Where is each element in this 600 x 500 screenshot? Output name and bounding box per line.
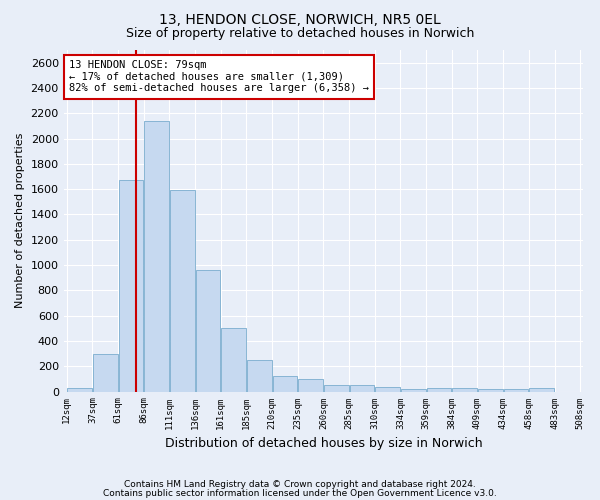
Bar	[221, 328, 246, 392]
Bar	[401, 389, 425, 392]
Bar	[272, 376, 297, 392]
Text: 13 HENDON CLOSE: 79sqm
← 17% of detached houses are smaller (1,309)
82% of semi-: 13 HENDON CLOSE: 79sqm ← 17% of detached…	[69, 60, 369, 94]
Bar	[503, 389, 529, 392]
Bar	[324, 385, 349, 392]
Bar	[452, 388, 477, 392]
Bar	[247, 360, 272, 392]
Text: Contains public sector information licensed under the Open Government Licence v3: Contains public sector information licen…	[103, 488, 497, 498]
Bar	[298, 379, 323, 392]
Y-axis label: Number of detached properties: Number of detached properties	[15, 133, 25, 308]
Bar	[376, 387, 400, 392]
Text: Contains HM Land Registry data © Crown copyright and database right 2024.: Contains HM Land Registry data © Crown c…	[124, 480, 476, 489]
Bar	[93, 354, 118, 392]
Bar	[144, 121, 169, 392]
Bar	[427, 388, 451, 392]
X-axis label: Distribution of detached houses by size in Norwich: Distribution of detached houses by size …	[164, 437, 482, 450]
Bar	[170, 190, 194, 392]
Bar	[478, 389, 503, 392]
Bar	[119, 180, 143, 392]
Text: Size of property relative to detached houses in Norwich: Size of property relative to detached ho…	[126, 28, 474, 40]
Bar	[529, 388, 554, 392]
Bar	[67, 388, 92, 392]
Bar	[196, 270, 220, 392]
Text: 13, HENDON CLOSE, NORWICH, NR5 0EL: 13, HENDON CLOSE, NORWICH, NR5 0EL	[159, 12, 441, 26]
Bar	[350, 385, 374, 392]
